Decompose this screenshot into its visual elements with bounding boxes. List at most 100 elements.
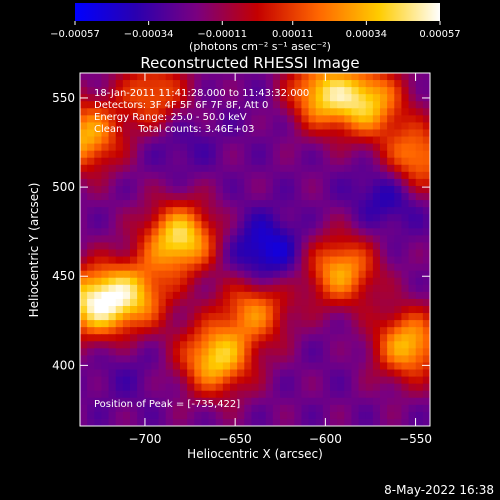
heatmap-cell — [258, 171, 267, 180]
heatmap-cell — [230, 390, 238, 399]
heatmap-cell — [387, 221, 395, 229]
heatmap-cell — [87, 242, 95, 251]
heatmap-cell — [330, 249, 338, 258]
heatmap-cell — [308, 185, 317, 194]
heatmap-cell — [101, 291, 110, 300]
heatmap-cell — [365, 355, 374, 364]
heatmap-cell — [365, 94, 374, 102]
heatmap-cell — [144, 122, 153, 131]
heatmap-cell — [187, 313, 195, 321]
heatmap-cell — [415, 200, 424, 208]
heatmap-cell — [130, 355, 138, 364]
heatmap-cell — [315, 270, 324, 279]
heatmap-cell — [272, 404, 281, 413]
heatmap-cell — [101, 157, 110, 166]
heatmap-cell — [258, 369, 267, 378]
heatmap-cell — [372, 305, 381, 314]
heatmap-cell — [380, 136, 388, 145]
heatmap-cell — [415, 122, 424, 131]
heatmap-cell — [280, 129, 288, 138]
heatmap-cell — [165, 136, 174, 145]
heatmap-cell — [287, 383, 295, 392]
heatmap-cell — [158, 270, 167, 279]
heatmap-cell — [80, 327, 88, 335]
heatmap-cell — [387, 108, 395, 116]
heatmap-cell — [122, 320, 131, 328]
heatmap-cell — [94, 143, 103, 152]
heatmap-cell — [330, 143, 338, 152]
heatmap-cell — [351, 207, 360, 215]
heatmap-cell — [94, 418, 103, 426]
heatmap-cell — [258, 235, 267, 244]
heatmap-cell — [287, 291, 295, 300]
heatmap-cell — [108, 221, 117, 229]
x-tick-label: −550 — [399, 432, 432, 446]
heatmap-cell — [244, 305, 253, 314]
heatmap-cell — [137, 242, 145, 251]
heatmap-cell — [365, 341, 374, 349]
heatmap-cell — [380, 171, 388, 180]
heatmap-cell — [115, 200, 124, 208]
heatmap-cell — [115, 256, 124, 265]
heatmap-cell — [101, 334, 110, 342]
heatmap-cell — [201, 200, 210, 208]
heatmap-cell — [422, 327, 430, 335]
colorbar-tick-label: −0.00057 — [50, 29, 100, 40]
heatmap-cell — [330, 87, 338, 95]
heatmap-cell — [122, 397, 131, 406]
heatmap-cell — [372, 164, 381, 173]
heatmap-cell — [108, 185, 117, 194]
heatmap-cell — [187, 185, 195, 194]
heatmap-cell — [294, 242, 303, 251]
heatmap-cell — [337, 397, 345, 406]
heatmap-cell — [415, 136, 424, 145]
heatmap-cell — [380, 157, 388, 166]
heatmap-cell — [251, 334, 260, 342]
heatmap-cell — [165, 122, 174, 131]
heatmap-cell — [301, 397, 310, 406]
heatmap-cell — [301, 228, 310, 236]
heatmap-cell — [330, 221, 338, 229]
heatmap-cell — [87, 320, 95, 328]
heatmap-cell — [415, 284, 424, 293]
heatmap-cell — [315, 362, 324, 371]
heatmap-cell — [301, 87, 310, 95]
heatmap-cell — [308, 404, 317, 413]
heatmap-cell — [180, 200, 188, 208]
heatmap-cell — [251, 221, 260, 229]
heatmap-cell — [101, 341, 110, 349]
heatmap-cell — [144, 193, 153, 201]
heatmap-cell — [272, 164, 281, 173]
heatmap-cell — [415, 313, 424, 321]
heatmap-cell — [301, 383, 310, 392]
heatmap-cell — [151, 73, 160, 81]
heatmap-cell — [308, 221, 317, 229]
heatmap-cell — [351, 235, 360, 244]
heatmap-cell — [251, 150, 260, 159]
heatmap-cell — [330, 390, 338, 399]
annotation-clean-counts: Clean Total counts: 3.46E+03 — [94, 124, 254, 135]
heatmap-cell — [230, 270, 238, 279]
heatmap-cell — [222, 341, 231, 349]
heatmap-cell — [394, 228, 403, 236]
heatmap-cell — [244, 136, 253, 145]
heatmap-cell — [387, 150, 395, 159]
heatmap-cell — [351, 362, 360, 371]
heatmap-cell — [108, 376, 117, 385]
heatmap-cell — [387, 397, 395, 406]
heatmap-cell — [215, 305, 224, 314]
heatmap-cell — [358, 320, 367, 328]
heatmap-cell — [101, 200, 110, 208]
heatmap-cell — [258, 221, 267, 229]
heatmap-cell — [115, 341, 124, 349]
heatmap-cell — [337, 129, 345, 138]
heatmap-cell — [180, 362, 188, 371]
heatmap-cell — [287, 101, 295, 109]
heatmap-cell — [380, 249, 388, 258]
heatmap-cell — [187, 122, 195, 131]
heatmap-cell — [337, 143, 345, 152]
heatmap-cell — [251, 164, 260, 173]
heatmap-cell — [122, 298, 131, 307]
heatmap-cell — [387, 143, 395, 152]
heatmap-cell — [287, 185, 295, 194]
